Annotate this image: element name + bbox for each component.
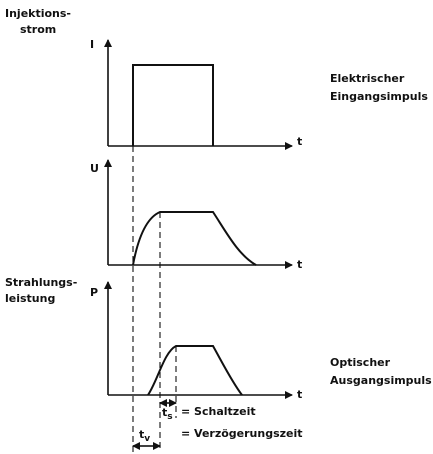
optical-curve (147, 345, 243, 396)
quantity-label: strom (20, 23, 56, 36)
symbol: t (139, 428, 144, 441)
time-label: t (297, 135, 302, 148)
input-pulse (132, 64, 214, 146)
caption: Eingangsimpuls (330, 90, 428, 103)
voltage-curve (132, 211, 257, 266)
legend-symbol: ts (162, 406, 173, 422)
legend-text: = Verzögerungszeit (181, 427, 303, 440)
quantity-label: Strahlungs- (5, 276, 77, 289)
subscript: s (167, 412, 172, 422)
legend-text: = Schaltzeit (181, 405, 256, 418)
caption: Optischer (330, 356, 391, 369)
axis-label: U (90, 162, 99, 175)
caption: Elektrischer (330, 72, 405, 85)
axis-label: I (90, 38, 94, 51)
axis-label: P (90, 286, 98, 299)
symbol: t (162, 406, 167, 419)
legend-symbol: tv (139, 428, 150, 444)
subscript: v (144, 434, 150, 444)
time-label: t (297, 388, 302, 401)
time-label: t (297, 258, 302, 271)
quantity-label: leistung (5, 292, 55, 305)
quantity-label: Injektions- (5, 7, 71, 20)
caption: Ausgangsimpuls (330, 374, 432, 387)
